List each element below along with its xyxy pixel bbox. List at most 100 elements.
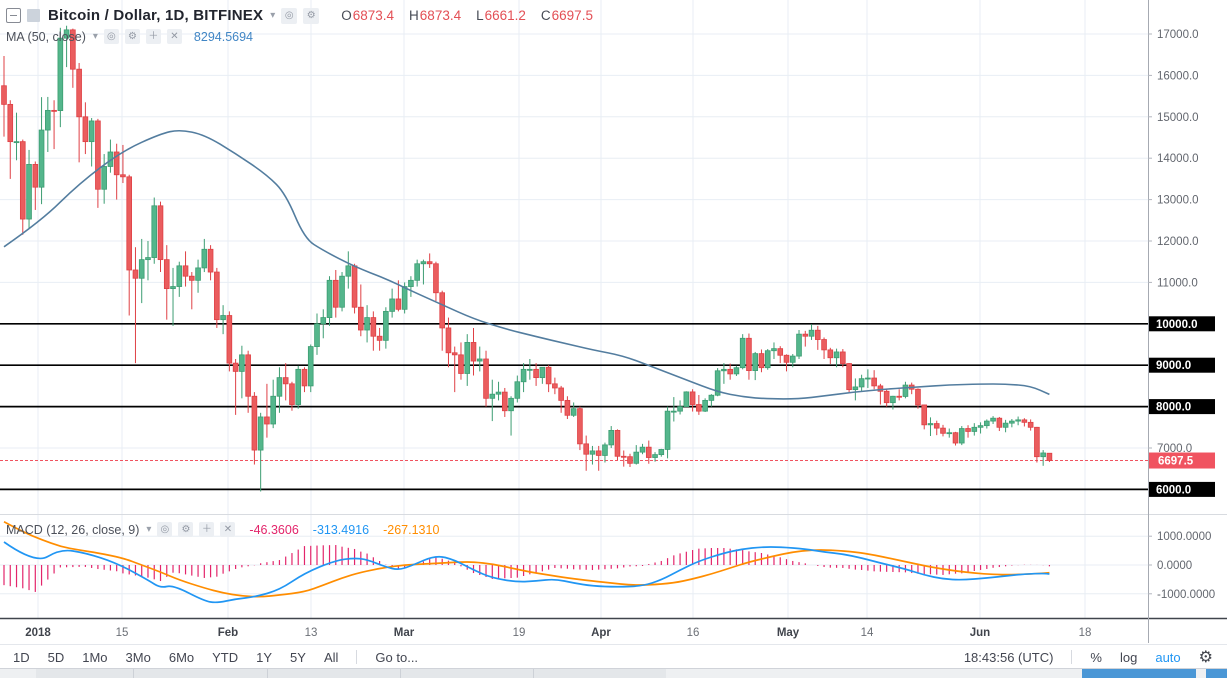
- candle: [608, 430, 615, 446]
- gear-icon[interactable]: ⚙: [124, 29, 140, 44]
- ma-value: 8294.5694: [193, 29, 254, 44]
- candle: [1015, 419, 1021, 422]
- range-5d-button[interactable]: 5D: [47, 649, 65, 665]
- macd-indicator-label[interactable]: MACD (12, 26, close, 9): [6, 522, 140, 537]
- range-5y-button[interactable]: 5Y: [290, 649, 306, 665]
- close-icon[interactable]: ✕: [220, 522, 236, 537]
- symbol-title[interactable]: Bitcoin / Dollar, 1D, BITFINEX: [48, 7, 264, 24]
- candle: [852, 386, 859, 391]
- last-price-badge: [1149, 452, 1215, 469]
- time-tick-label: 2018: [25, 627, 51, 639]
- goto-button[interactable]: Go to...: [375, 649, 419, 665]
- range-1y-button[interactable]: 1Y: [256, 649, 273, 665]
- candle: [990, 417, 996, 422]
- candle: [520, 368, 527, 383]
- close-icon[interactable]: ✕: [166, 29, 182, 44]
- range-1d-button[interactable]: 1D: [13, 649, 30, 665]
- candle: [101, 166, 107, 190]
- chevron-down-icon[interactable]: ▾: [92, 31, 98, 42]
- high-value: 6873.4: [419, 8, 462, 23]
- range-all-button[interactable]: All: [323, 649, 339, 665]
- candle: [395, 298, 402, 310]
- chevron-down-icon[interactable]: ▾: [146, 524, 152, 535]
- candle: [426, 261, 433, 265]
- clock-display[interactable]: 18:43:56 (UTC): [963, 649, 1054, 665]
- candle: [696, 404, 702, 412]
- settings-gear-icon[interactable]: ⚙: [1198, 649, 1213, 666]
- range-ytd-button[interactable]: YTD: [212, 649, 239, 665]
- candle: [996, 417, 1003, 428]
- gear-icon[interactable]: ⚙: [303, 7, 320, 24]
- high-label: H: [409, 8, 419, 23]
- candle: [558, 387, 564, 401]
- candle: [777, 348, 784, 356]
- candle: [1046, 452, 1053, 461]
- candle: [514, 381, 521, 399]
- chart-canvas[interactable]: 17000.0 16000.0 15000.0 14000.0 13000.0 12000…: [0, 0, 1227, 644]
- candle: [796, 333, 802, 357]
- strip-divider: [267, 669, 268, 678]
- range-1mo-button[interactable]: 1Mo: [82, 649, 108, 665]
- candle: [45, 109, 51, 131]
- candle: [301, 368, 308, 387]
- ma-indicator-label[interactable]: MA (50, close): [6, 29, 86, 44]
- candle: [82, 116, 89, 143]
- candle: [958, 428, 965, 444]
- candle: [865, 377, 871, 380]
- eye-icon[interactable]: ◎: [281, 7, 298, 24]
- strip-divider: [400, 669, 401, 678]
- candle: [552, 383, 558, 389]
- time-tick-label: May: [777, 627, 800, 639]
- ma-legend-row: MA (50, close) ▾ ◎ ⚙ ＋ ✕ 8294.5694: [6, 29, 253, 44]
- candle: [276, 377, 283, 397]
- candle: [890, 395, 896, 404]
- add-icon[interactable]: ＋: [199, 522, 215, 537]
- candle: [464, 342, 471, 374]
- macd-line: [3, 541, 1050, 604]
- candle: [433, 263, 439, 294]
- candle: [145, 257, 151, 261]
- price-tick-label: 17000.0: [1157, 29, 1199, 41]
- chevron-down-icon[interactable]: ▾: [270, 10, 276, 21]
- candle: [877, 385, 884, 392]
- candle: [126, 176, 133, 271]
- range-3mo-button[interactable]: 3Mo: [125, 649, 151, 665]
- eye-icon[interactable]: ◎: [157, 522, 173, 537]
- candle: [51, 109, 57, 112]
- candle: [708, 394, 715, 401]
- candle: [201, 248, 208, 269]
- candle: [151, 205, 158, 258]
- time-axis[interactable]: 2018 15 Feb 13 Mar 19 Apr 16 May 14 Jun 18: [25, 627, 1091, 639]
- candle: [483, 358, 489, 399]
- candle: [645, 446, 652, 458]
- candle: [251, 395, 258, 451]
- add-icon[interactable]: ＋: [145, 29, 161, 44]
- percent-scale-button[interactable]: %: [1090, 649, 1102, 665]
- candle: [220, 315, 226, 321]
- eye-icon[interactable]: ◎: [103, 29, 119, 44]
- price-axis[interactable]: 17000.0 16000.0 15000.0 14000.0 13000.0 12000…: [1148, 29, 1215, 601]
- log-scale-button[interactable]: log: [1119, 649, 1138, 665]
- candle: [758, 353, 765, 369]
- candle: [339, 275, 345, 308]
- candle: [332, 279, 339, 308]
- time-tick-label: Apr: [591, 627, 611, 639]
- chart-flag-icon[interactable]: [27, 9, 40, 22]
- candle: [458, 354, 464, 374]
- candle: [170, 286, 176, 290]
- time-tick-label: 15: [116, 627, 129, 639]
- price-level-badge-label: 6000.0: [1156, 484, 1191, 496]
- range-6mo-button[interactable]: 6Mo: [168, 649, 195, 665]
- collapse-panel-button[interactable]: [6, 8, 21, 23]
- candle: [445, 327, 452, 354]
- candle: [858, 378, 865, 388]
- gear-icon[interactable]: ⚙: [178, 522, 194, 537]
- candle: [32, 164, 39, 188]
- candle: [389, 298, 395, 312]
- time-tick-label: Jun: [970, 627, 990, 639]
- candle: [627, 456, 633, 464]
- macd-tick-label: -1000.0000: [1157, 589, 1215, 601]
- auto-scale-button[interactable]: auto: [1155, 649, 1181, 665]
- candle: [570, 408, 577, 416]
- candle: [752, 353, 758, 371]
